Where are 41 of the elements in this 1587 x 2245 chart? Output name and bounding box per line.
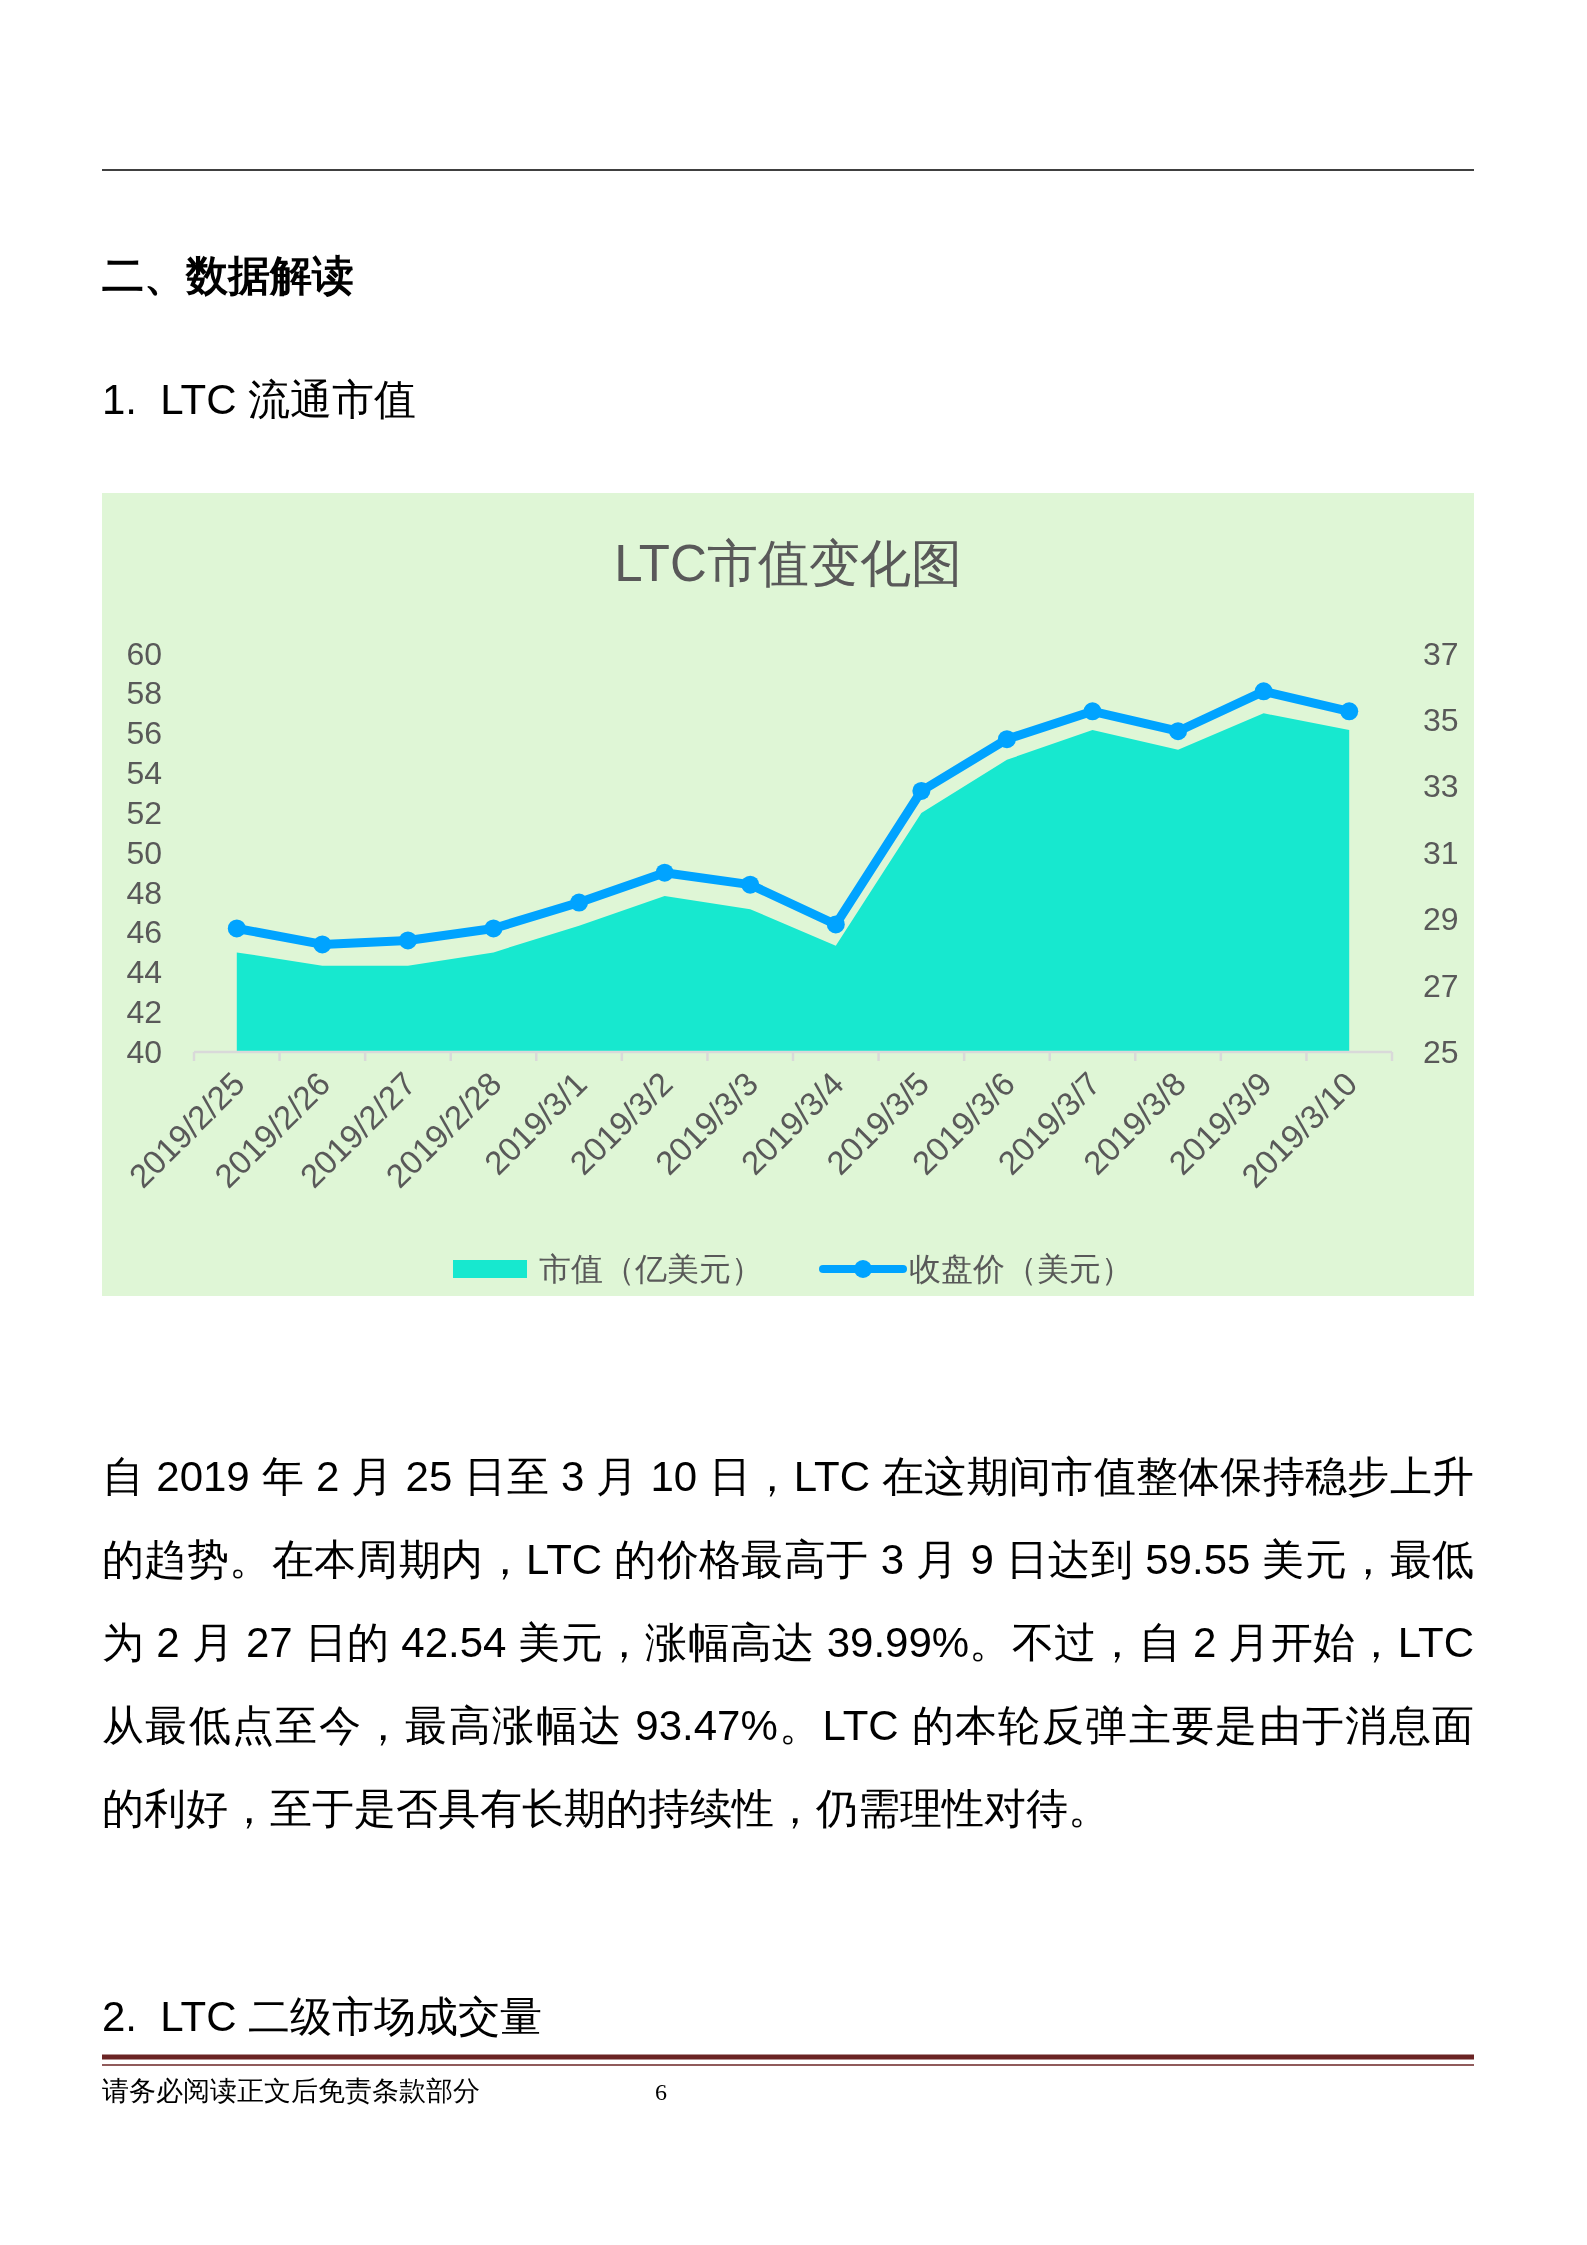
y-tick-label: 40 [126,1034,162,1070]
point [313,935,332,954]
text: 1. LTC 流通市值 [102,376,417,423]
point [1169,722,1188,741]
point [1083,702,1102,721]
point [484,919,503,938]
point [655,863,674,882]
y2-tick-label: 25 [1423,1034,1459,1070]
y2-tick-label: 33 [1423,768,1459,805]
legend-label: 市值（亿美元） [539,1251,763,1287]
point [912,781,931,800]
chart-title: LTC市值变化图 [614,535,962,592]
y-tick-label: 48 [126,874,162,911]
point [1254,682,1273,701]
point [570,893,589,912]
point [398,931,417,950]
text: 请务必阅读正文后免责条款部分 [102,2076,480,2106]
text: 二、数据解读 [102,252,354,299]
y2-tick-label: 27 [1423,967,1459,1004]
y2-tick-label: 37 [1423,635,1459,672]
y-tick-label: 42 [126,994,162,1031]
point [227,919,246,938]
y2-tick-label: 31 [1423,834,1459,871]
y2-tick-label: 35 [1423,701,1459,738]
y-tick-label: 58 [126,675,162,712]
y2-tick-label: 29 [1423,901,1459,938]
point [826,915,845,934]
point [741,875,760,894]
y-tick-label: 46 [126,914,162,951]
y-tick-label: 52 [126,794,162,831]
legend-label: 收盘价（美元） [909,1251,1133,1287]
y-tick-label: 54 [126,755,162,792]
text: 自 2019 年 2 月 25 日至 3 月 10 日，LTC 在这期间市值整体保持稳步上升的趋势。在本周期内，LTC 的价格最高于 3 月 9 日达到 59.55 美元，最低为 2 月 27 日的 42.54 美元，涨幅高达 39.99%。不过，自 2 月开始，LTC 从最低点至今，最高涨幅达 93.47%。LTC 的本轮反弹主要是由于消息面的利好，至于是否具有长期的持续性，仍需理性对待。 [102,1452,1474,1834]
point [997,730,1016,749]
y-tick-label: 56 [126,715,162,752]
y-tick-label: 60 [126,635,162,672]
y-tick-label: 50 [126,834,162,871]
point [1340,702,1359,721]
text: 2. LTC 二级市场成交量 [102,1993,543,2040]
text: 6 [655,2079,667,2105]
y-tick-label: 44 [126,954,162,991]
